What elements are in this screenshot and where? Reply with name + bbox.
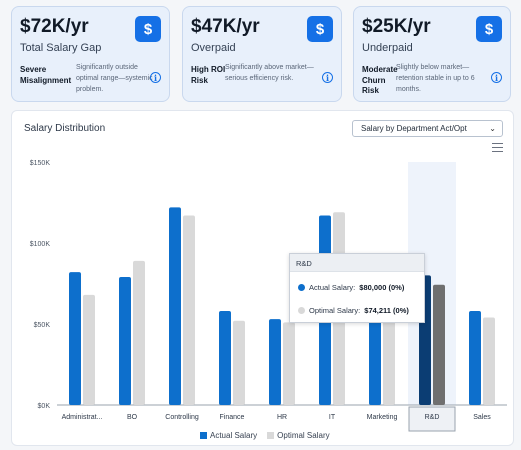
card-label: Overpaid <box>191 42 236 54</box>
card-value: $47K/yr <box>191 16 260 37</box>
bar-optimal <box>433 284 445 405</box>
dollar-icon: $ <box>135 16 161 42</box>
bar-optimal <box>233 320 245 405</box>
y-tick-label: $150K <box>30 160 51 167</box>
panel-title: Salary Distribution <box>24 123 106 134</box>
tooltip-row-optimal: Optimal Salary: $74,211 (0%) <box>298 306 409 315</box>
y-tick-label: $100K <box>30 241 51 248</box>
kpi-card-underpaid: $25K/yr Underpaid $ Moderate Churn Risk … <box>353 6 511 102</box>
bar-actual <box>369 307 381 405</box>
bar-optimal <box>183 215 195 405</box>
info-icon[interactable]: i <box>150 72 161 83</box>
legend-swatch <box>200 432 207 439</box>
x-tick-label: R&D <box>425 414 440 421</box>
select-value: Salary by Department Act/Opt <box>361 124 467 133</box>
legend-item-actual[interactable]: Actual Salary <box>200 431 257 440</box>
x-tick-label: HR <box>277 414 287 421</box>
kpi-card-total-gap: $72K/yr Total Salary Gap $ Severe Misali… <box>11 6 170 102</box>
card-label: Total Salary Gap <box>20 42 102 54</box>
legend-item-optimal[interactable]: Optimal Salary <box>267 431 330 440</box>
x-tick-label: BO <box>127 414 138 421</box>
legend-swatch <box>267 432 275 439</box>
legend-label: Actual Salary <box>210 431 258 440</box>
card-description: Significantly above market—serious effic… <box>225 64 314 82</box>
chart-legend: Actual Salary Optimal Salary <box>200 431 330 440</box>
y-tick-label: $0K <box>38 403 51 410</box>
card-description: Slightly below market—retention stable i… <box>396 64 475 93</box>
bar-chart: $0K $50K $100K $150K Administrat... BO Control… <box>30 160 507 432</box>
dollar-icon: $ <box>476 16 502 42</box>
hamburger-menu-icon[interactable] <box>492 143 503 152</box>
chart-tooltip: R&D Actual Salary: $80,000 (0%) Optimal … <box>289 253 425 323</box>
x-tick-label: Marketing <box>367 414 398 421</box>
bar-optimal <box>483 317 495 405</box>
bar-optimal <box>383 315 395 405</box>
bar-optimal <box>83 294 95 405</box>
bar-optimal <box>133 260 145 405</box>
bar-actual <box>219 311 231 405</box>
chevron-down-icon: ⌄ <box>489 124 496 133</box>
salary-distribution-panel: Salary Distribution Salary by Department… <box>11 110 514 446</box>
info-icon[interactable]: i <box>491 72 502 83</box>
card-status: Moderate Churn Risk <box>362 65 398 95</box>
bar-actual <box>69 272 81 405</box>
card-status: Severe Misalignment <box>20 65 72 85</box>
chart-view-select[interactable]: Salary by Department Act/Opt ⌄ <box>352 120 503 137</box>
x-tick-label: Finance <box>220 414 245 421</box>
card-label: Underpaid <box>362 42 413 54</box>
kpi-card-overpaid: $47K/yr Overpaid $ High ROI Risk Signifi… <box>182 6 342 102</box>
tooltip-title: R&D <box>290 254 424 272</box>
info-icon[interactable]: i <box>322 72 333 83</box>
bar-actual <box>269 319 281 405</box>
x-label-highlight-box <box>408 406 456 432</box>
card-value: $72K/yr <box>20 16 89 37</box>
bar-actual <box>169 207 181 405</box>
bar-actual <box>119 277 131 405</box>
tooltip-dot <box>298 284 305 291</box>
bar-optimal <box>283 322 295 405</box>
card-description: Significantly outside optimal range—syst… <box>76 64 153 93</box>
x-tick-label: Sales <box>473 414 491 421</box>
card-value: $25K/yr <box>362 16 431 37</box>
card-status: High ROI Risk <box>191 65 226 85</box>
dollar-icon: $ <box>307 16 333 42</box>
tooltip-value: $80,000 (0%) <box>359 283 405 292</box>
y-tick-label: $50K <box>34 322 51 329</box>
x-tick-label: Controlling <box>165 414 199 421</box>
tooltip-label: Actual Salary: <box>309 283 356 292</box>
x-tick-label: IT <box>329 414 336 421</box>
tooltip-label: Optimal Salary: <box>309 306 361 315</box>
tooltip-value: $74,211 (0%) <box>364 306 409 315</box>
bar-actual <box>469 311 481 405</box>
x-tick-label: Administrat... <box>62 414 103 421</box>
tooltip-row-actual: Actual Salary: $80,000 (0%) <box>298 283 404 292</box>
tooltip-dot <box>298 307 305 314</box>
legend-label: Optimal Salary <box>277 431 330 440</box>
